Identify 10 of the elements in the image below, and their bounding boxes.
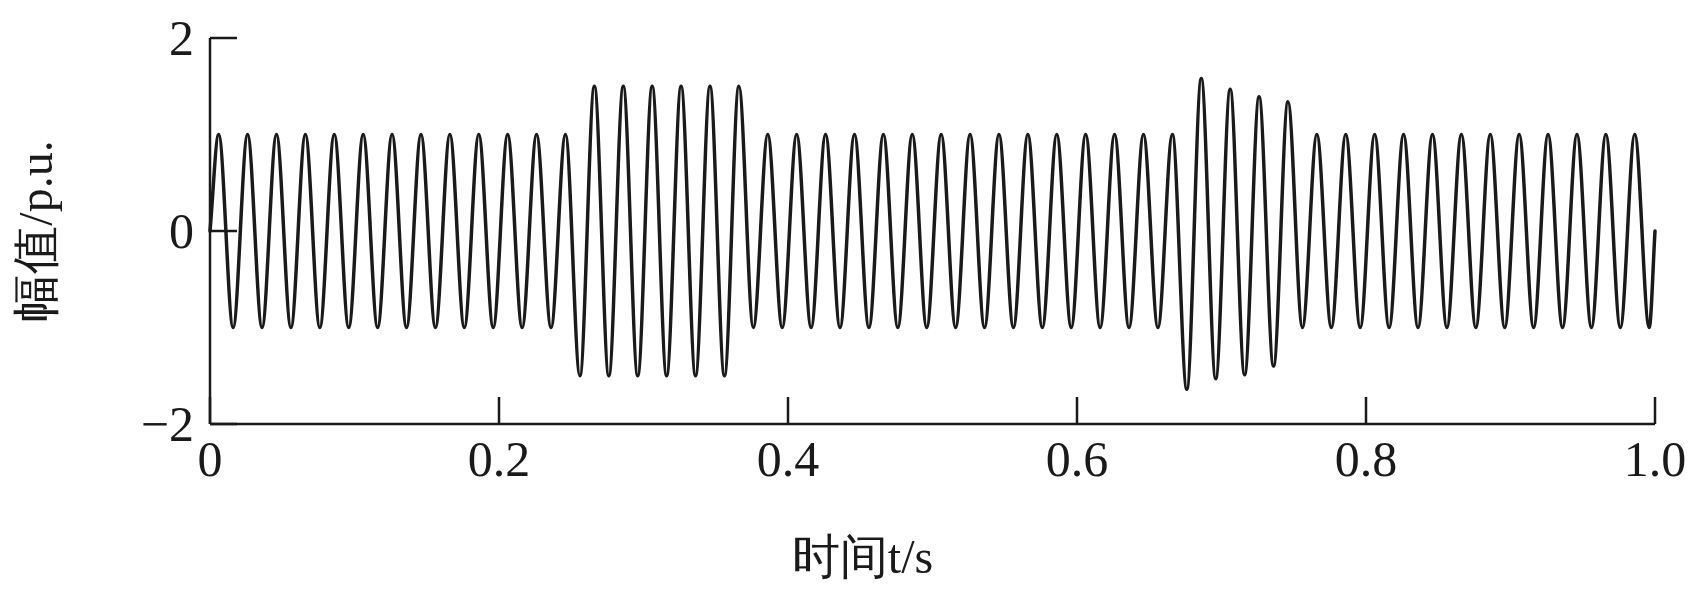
y-tick-label: 2	[169, 10, 194, 66]
y-tick-label: −2	[140, 396, 194, 452]
x-tick-label: 0.6	[1045, 431, 1109, 487]
y-axis-title: 幅值/p.u.	[9, 140, 62, 322]
y-tick-label: 0	[169, 203, 194, 259]
x-axis-title: 时间t/s	[791, 530, 934, 583]
x-tick-label: 0.4	[756, 431, 820, 487]
x-tick-label: 0.8	[1334, 431, 1398, 487]
x-tick-label: 0.2	[467, 431, 531, 487]
x-tick-label: 1.0	[1623, 431, 1687, 487]
